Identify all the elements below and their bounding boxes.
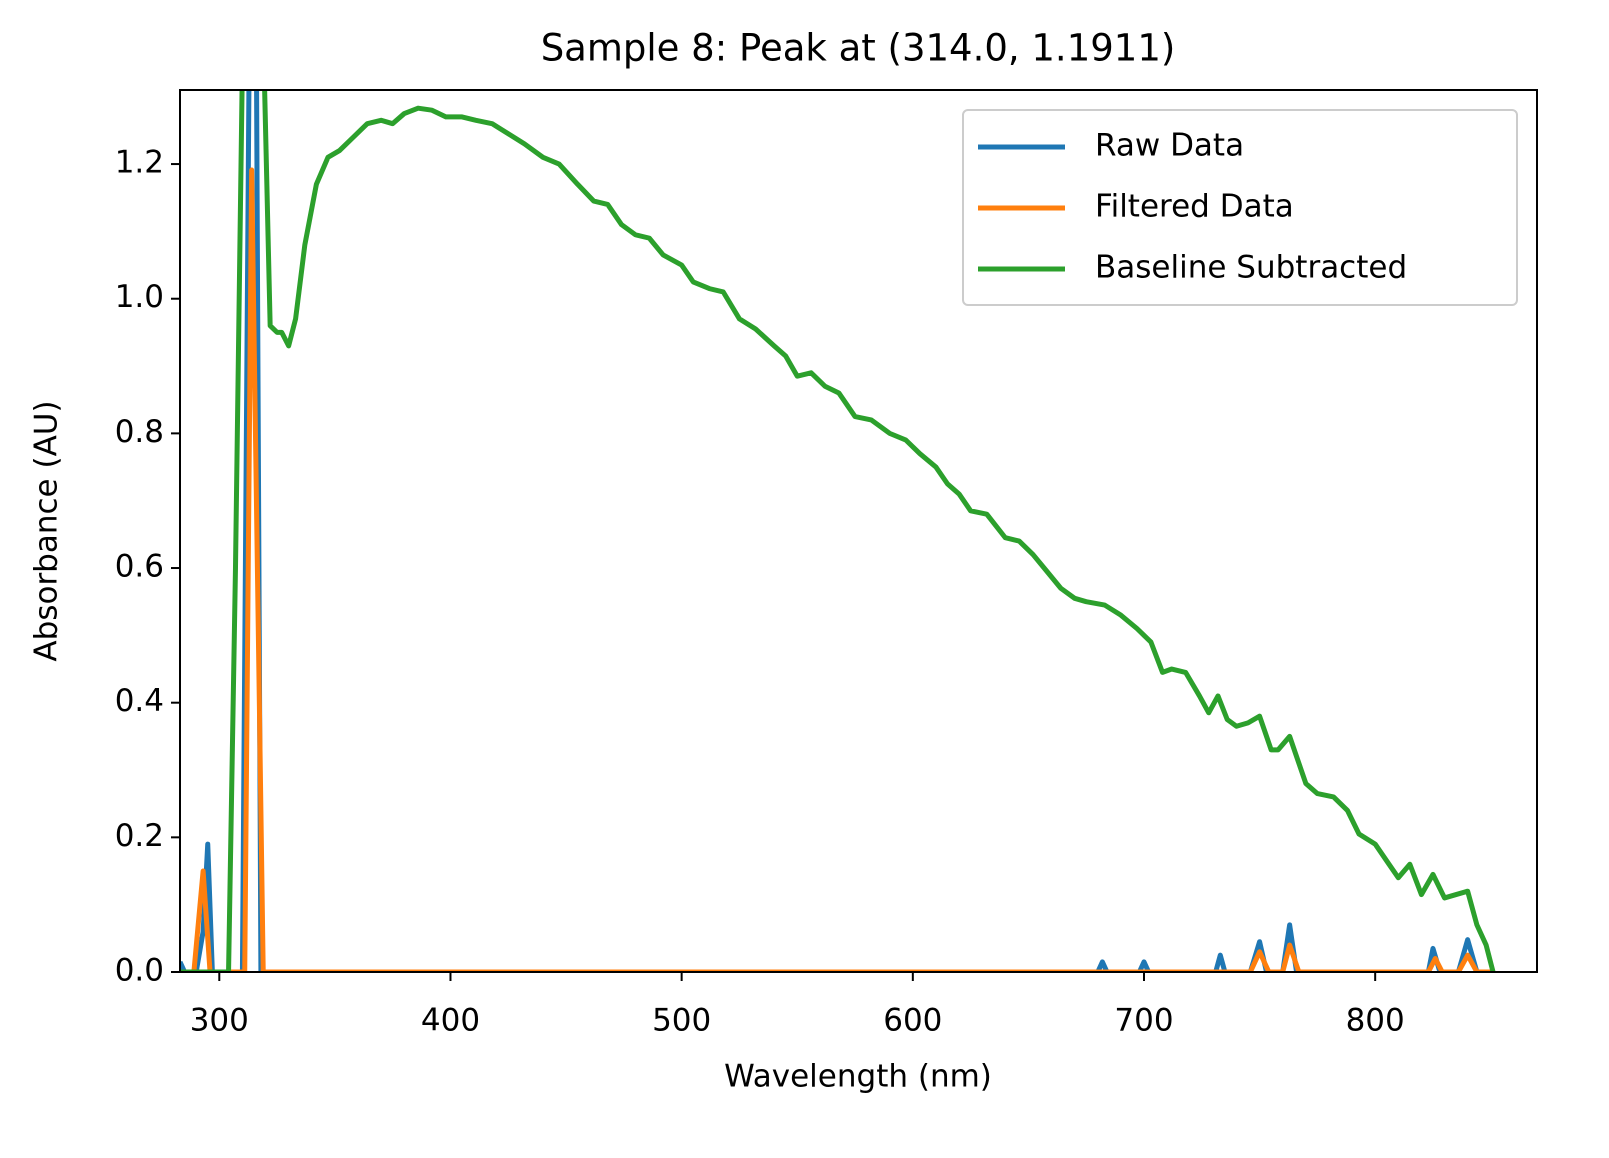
chart-title: Sample 8: Peak at (314.0, 1.1911) [541, 27, 1176, 70]
data-line [180, 90, 1491, 972]
y-axis-label: Absorbance (AU) [29, 400, 65, 661]
y-tick-label: 1.0 [115, 279, 164, 315]
x-tick-label: 300 [190, 1003, 249, 1039]
plot-frame [179, 89, 1538, 973]
x-tick-label: 500 [652, 1003, 711, 1039]
x-tick-label: 700 [1114, 1003, 1173, 1039]
legend-label: Raw Data [1095, 128, 1244, 164]
x-axis-label: Wavelength (nm) [724, 1059, 992, 1095]
x-tick-label: 400 [421, 1003, 480, 1039]
y-tick-label: 0.8 [115, 414, 164, 450]
x-tick-label: 600 [883, 1003, 942, 1039]
y-tick-label: 1.2 [115, 145, 164, 181]
y-tick-label: 0.2 [115, 818, 164, 854]
y-tick-label: 0.4 [115, 683, 164, 719]
x-tick-label: 800 [1346, 1003, 1405, 1039]
y-tick-label: 0.6 [115, 549, 164, 585]
data-line [180, 90, 1496, 972]
legend-label: Baseline Subtracted [1095, 250, 1407, 286]
y-tick-label: 0.0 [115, 953, 164, 989]
plot-lines [180, 90, 1496, 972]
legend-label: Filtered Data [1095, 189, 1294, 225]
legend-box [962, 109, 1518, 306]
